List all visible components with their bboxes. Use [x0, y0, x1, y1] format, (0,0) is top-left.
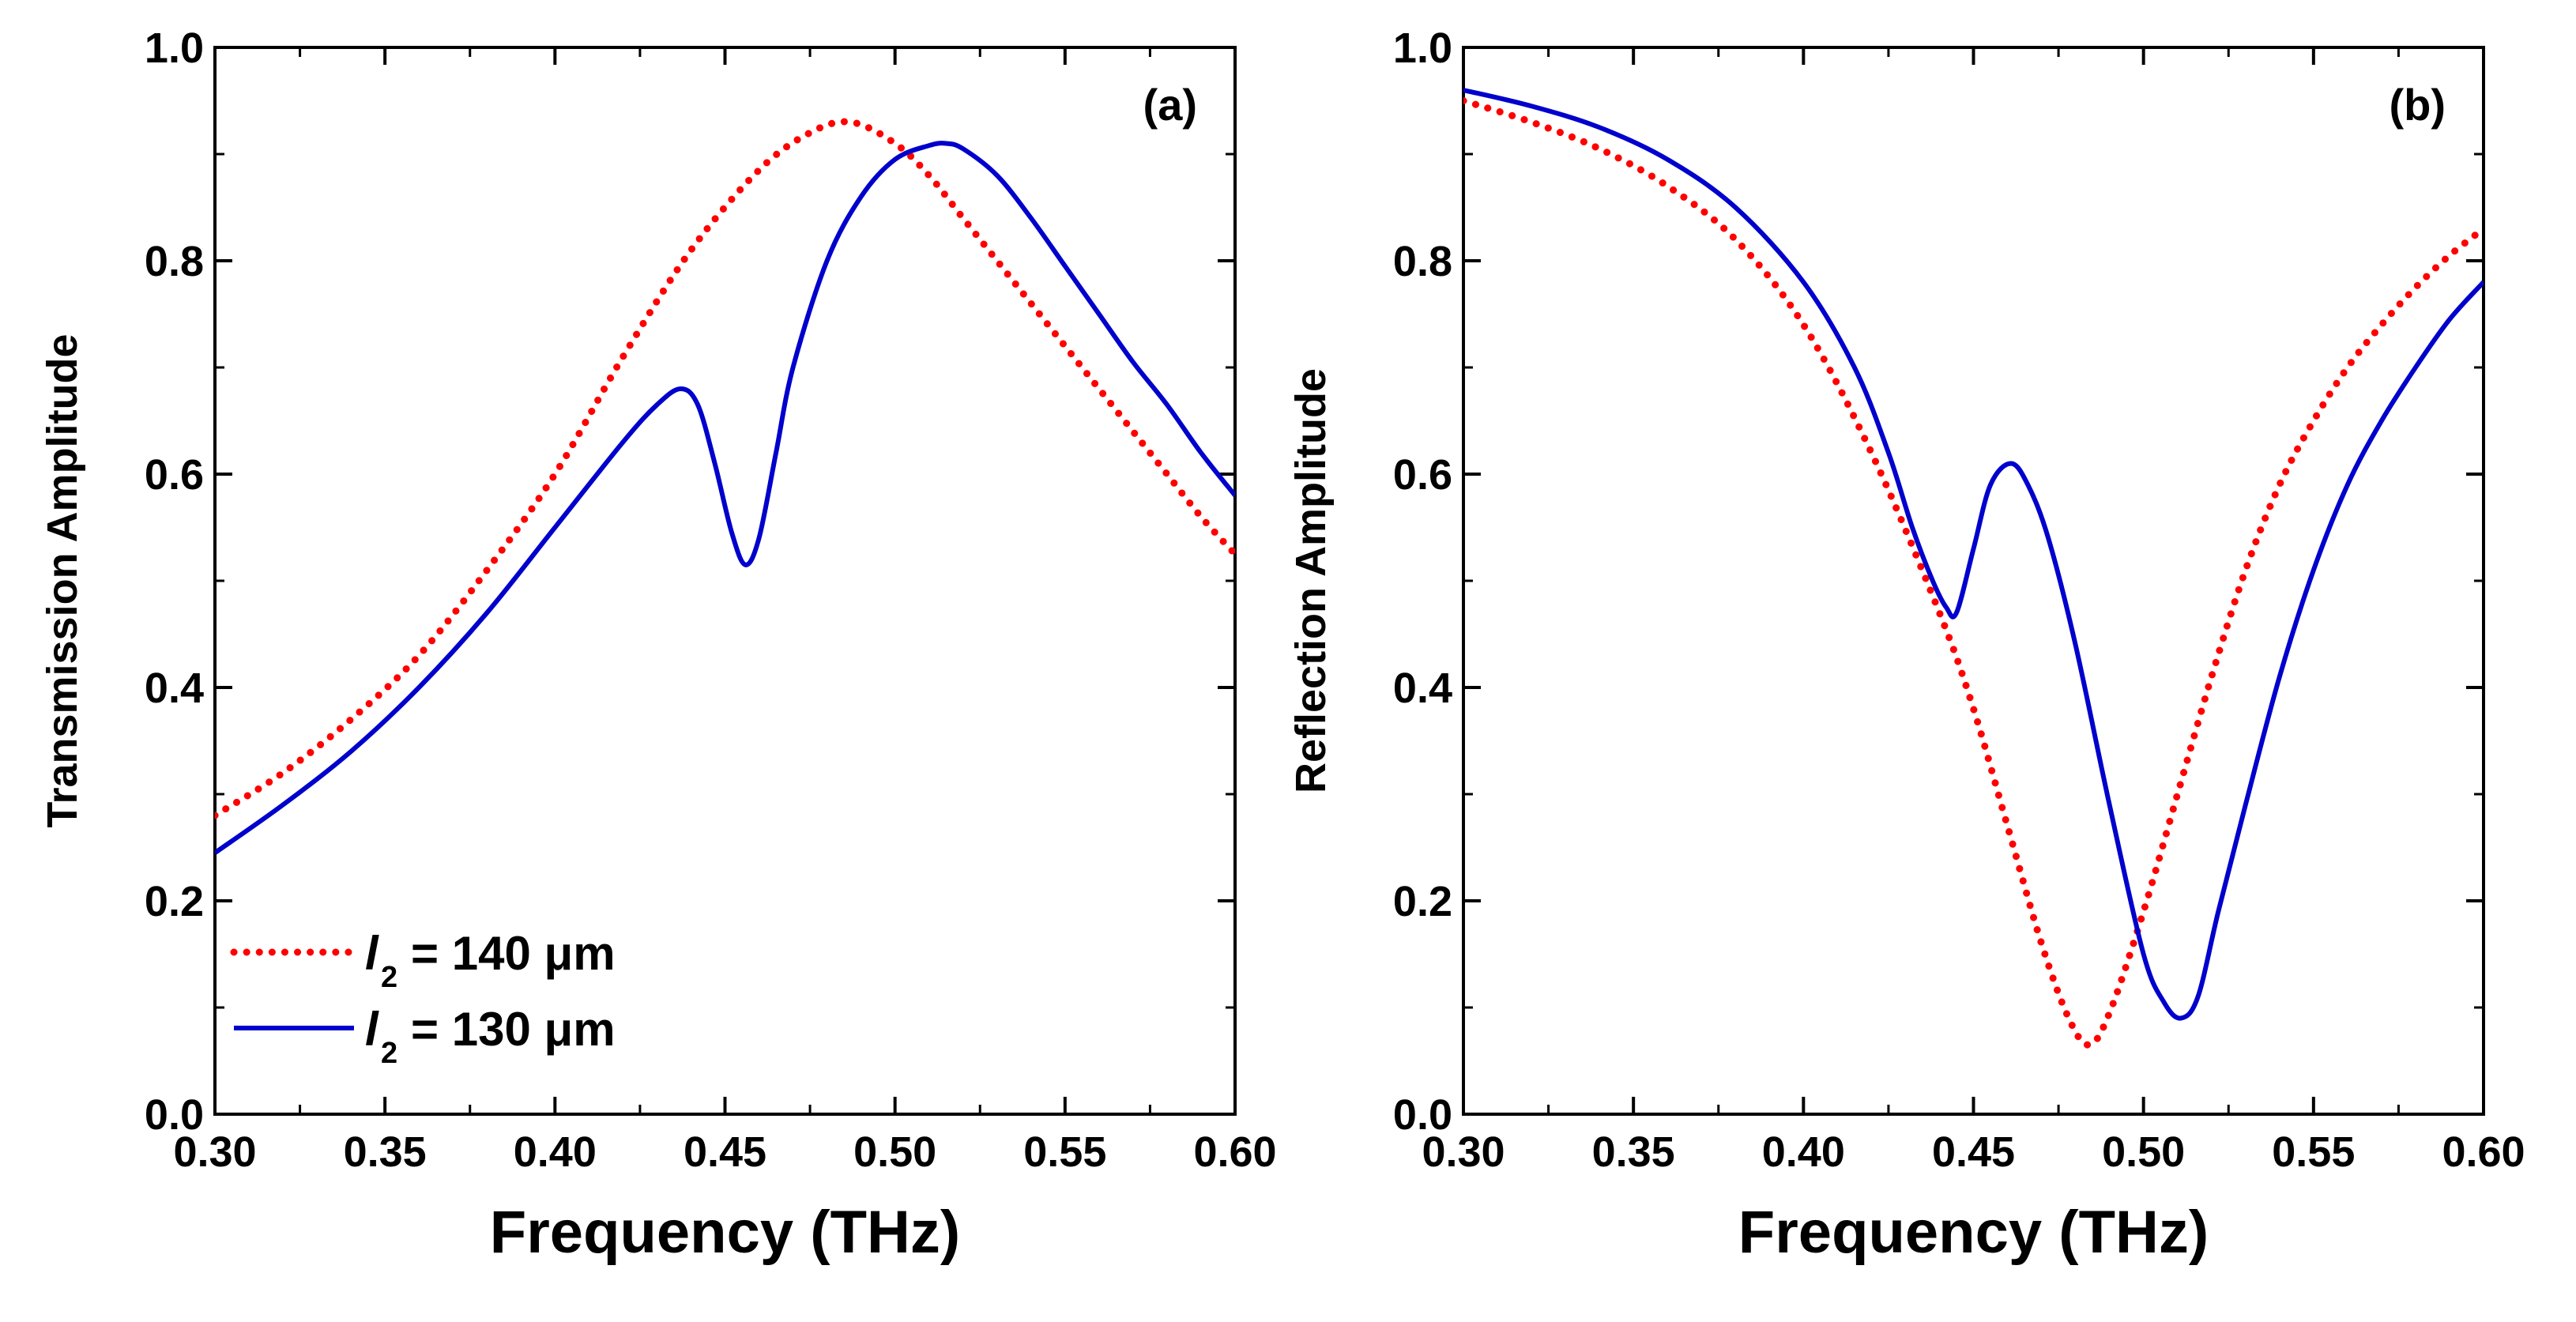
series-line-140um [215, 118, 1235, 819]
x-tick-label: 0.35 [344, 1128, 427, 1176]
x-tick-label: 0.35 [1592, 1128, 1675, 1176]
x-tick-label: 0.30 [1422, 1128, 1505, 1176]
legend-subscript: 2 [381, 1037, 397, 1070]
y-tick-label: 0.4 [145, 665, 204, 712]
chart-panel-a: 0.30 0.35 0.40 0.45 0.50 0.55 0.60 0.0 0.2 0.4 0.6… [39, 24, 1277, 1266]
series-line-140um [1463, 97, 2484, 1049]
y-tick-label: 1.0 [145, 24, 204, 72]
y-tick-label: 0.2 [1393, 878, 1452, 925]
x-tick-label: 0.55 [2272, 1128, 2355, 1176]
x-tick-label: 0.60 [2442, 1128, 2525, 1176]
x-tick-label: 0.45 [1932, 1128, 2015, 1176]
y-tick-label: 1.0 [1393, 24, 1452, 72]
legend: l 2 = 140 μml 2 = 130 μm [230, 927, 616, 1070]
legend-symbol: l [365, 927, 379, 980]
x-tick-label: 0.30 [173, 1128, 256, 1176]
plot-frame [1462, 46, 2485, 1116]
series-line-130um [215, 141, 1235, 855]
panel-label: (a) [1143, 80, 1197, 130]
x-axis-label: Frequency (THz) [490, 1199, 960, 1266]
legend-label: = 140 μm [411, 927, 616, 980]
chart-panel-b: 0.30 0.35 0.40 0.45 0.50 0.55 0.60 0.0 0.2 0.4 0.6… [1287, 24, 2525, 1266]
x-tick-label: 0.40 [514, 1128, 597, 1176]
y-axis-label: Reflection Amplitude [1287, 368, 1335, 793]
legend-symbol: l [365, 1003, 379, 1056]
y-tick-label: 0.6 [1393, 451, 1452, 499]
y-tick-label: 0.4 [1393, 665, 1452, 712]
legend-subscript: 2 [381, 961, 397, 994]
y-tick-label: 0.8 [145, 238, 204, 285]
legend-label: = 130 μm [411, 1003, 616, 1056]
y-tick-label: 0.0 [1393, 1091, 1452, 1139]
x-tick-label: 0.50 [853, 1128, 936, 1176]
x-tick-label: 0.50 [2102, 1128, 2185, 1176]
panel-label: (b) [2389, 80, 2446, 130]
y-axis-label: Transmission Amplitude [39, 333, 86, 827]
series-line-130um [1463, 88, 2484, 1021]
y-tick-label: 0.2 [145, 878, 204, 925]
x-tick-label: 0.55 [1023, 1128, 1106, 1176]
y-tick-label: 0.6 [145, 451, 204, 499]
y-tick-label: 0.8 [1393, 238, 1452, 285]
x-tick-label: 0.40 [1762, 1128, 1845, 1176]
x-axis-label: Frequency (THz) [1738, 1199, 2209, 1266]
y-tick-label: 0.0 [145, 1091, 204, 1139]
x-tick-label: 0.60 [1193, 1128, 1276, 1176]
x-tick-label: 0.45 [684, 1128, 766, 1176]
